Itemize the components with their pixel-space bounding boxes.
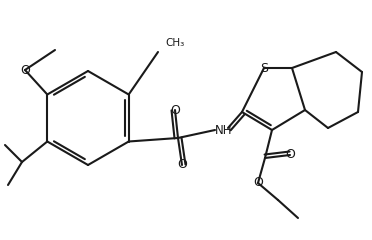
Text: O: O xyxy=(285,149,295,162)
Text: CH₃: CH₃ xyxy=(165,38,184,48)
Text: O: O xyxy=(253,176,263,190)
Text: O: O xyxy=(170,103,180,116)
Text: O: O xyxy=(177,158,187,172)
Text: S: S xyxy=(260,61,268,74)
Text: NH: NH xyxy=(215,124,232,137)
Text: O: O xyxy=(20,64,30,77)
